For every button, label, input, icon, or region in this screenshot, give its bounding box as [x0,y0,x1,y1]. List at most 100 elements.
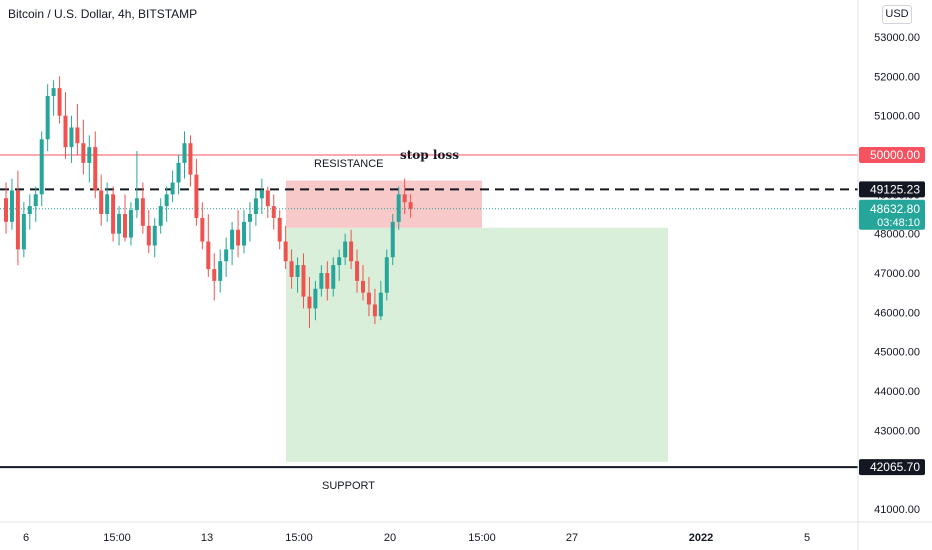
candle-body [242,221,246,246]
candle-body [331,265,336,289]
dashed-price-value: 49125.23 [870,182,920,196]
candle-body [45,96,50,140]
resistance-label: RESISTANCE [314,158,383,170]
candle-body [194,174,199,218]
candle-body [289,261,294,277]
candle-body [337,257,342,266]
candle-body [182,143,187,163]
support-price-badge [859,459,925,476]
candle-body [283,241,288,262]
candle-body [343,241,348,258]
candle-body [123,214,127,238]
candle-body [265,190,270,207]
candle-body [63,115,68,148]
y-tick-label: 44000.00 [874,386,920,398]
candle-body [295,265,300,277]
candle-body [146,225,151,246]
y-tick-label: 41000.00 [874,504,920,516]
candle-body [325,273,330,289]
y-tick-label: 53000.00 [874,32,920,44]
candle-body [164,194,169,207]
candle-body [51,88,56,96]
x-tick-label: 13 [201,532,213,544]
x-tick-label: 15:00 [103,532,131,544]
x-tick-label: 6 [23,532,29,544]
candle-body [247,214,252,222]
candle-body [170,182,175,195]
candle-body [396,194,401,222]
candle-body [402,194,407,203]
candle-body [236,229,241,246]
candle-body [212,269,217,281]
y-tick-label: 51000.00 [874,111,920,123]
candle-body [158,206,163,226]
resistance-price-badge [859,147,925,163]
target-zone [286,227,668,462]
candle-body [313,288,318,309]
candle-body [69,127,74,148]
candle-body [87,147,92,163]
candle-body [4,198,8,222]
candle-body [152,225,157,246]
x-tick-label: 15:00 [468,532,496,544]
current-price-value: 48632.80 [870,202,920,216]
currency-button[interactable]: USD [882,5,912,24]
candle-body [9,190,14,222]
candle-body [319,273,324,289]
candle-body [408,202,413,209]
y-tick-label: 47000.00 [874,268,920,280]
candle-body [378,292,383,317]
candle-body [384,257,389,293]
candle-body [253,198,258,214]
candle-body [75,127,80,144]
bar-countdown: 03:48:10 [877,217,920,229]
candle-body [218,261,223,281]
chart-title: Bitcoin / U.S. Dollar, 4h, BITSTAMP [8,7,198,21]
candle-body [57,88,62,116]
stop-loss-zone [286,180,482,228]
candle-body [105,194,110,214]
candle-body [224,249,229,262]
candle-body [99,190,104,214]
support-price-value: 42065.70 [870,460,920,474]
candle-body [93,147,98,191]
candle-body [271,206,276,218]
candle-body [27,206,32,214]
x-tick-label: 20 [384,532,396,544]
y-tick-label: 52000.00 [874,71,920,83]
dashed-price-badge [859,181,925,198]
candle-body [361,280,365,293]
stop-loss-label: stop loss [400,148,459,162]
resistance-price-value: 50000.00 [870,148,920,162]
candle-body [21,214,26,250]
candle-body [206,241,211,270]
y-tick-label: 45000.00 [874,347,920,359]
candle-body [134,198,139,211]
candle-body [301,265,306,297]
candle-body [349,241,354,262]
candle-body [111,194,116,234]
candle-body [117,214,122,234]
candle-body [128,210,133,238]
candle-body [259,190,264,199]
candle-body [15,190,20,250]
y-tick-label: 46000.00 [874,307,920,319]
x-tick-label: 2022 [689,532,713,544]
candle-body [372,304,377,317]
candle-body [277,217,282,242]
x-tick-label: 5 [804,532,810,544]
support-label: SUPPORT [322,480,375,492]
candle-body [230,229,235,250]
candle-body [307,296,312,309]
y-tick-label: 48000.00 [874,229,920,241]
candle-body [33,194,38,207]
candle-body [140,198,145,226]
candle-body [188,143,193,175]
x-tick-label: 27 [566,532,578,544]
candle-body [200,217,205,242]
candle-body [39,139,44,195]
candle-body [390,221,395,258]
candle-body [355,261,360,281]
y-tick-label: 43000.00 [874,425,920,437]
